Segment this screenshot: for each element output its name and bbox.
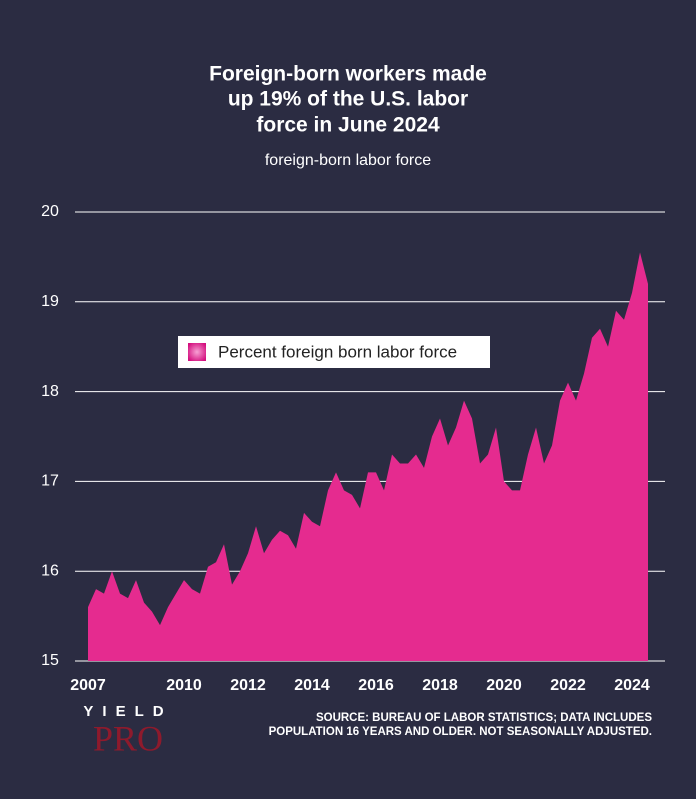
legend-box [178,336,490,368]
x-tick-label: 2014 [294,677,330,694]
source: SOURCE: BUREAU OF LABOR STATISTICS; DATA… [316,712,652,724]
y-tick-label: 19 [41,293,59,310]
y-tick-label: 16 [41,562,59,579]
y-tick-label: 20 [41,203,59,220]
chart-title: up 19% of the U.S. labor [228,88,468,111]
x-tick-label: 2007 [70,677,106,694]
x-tick-label: 2016 [358,677,394,694]
chart-subtitle: foreign-born labor force [265,152,431,169]
x-tick-label: 2018 [422,677,458,694]
chart-title: force in June 2024 [256,114,440,137]
legend-label: Percent foreign born labor force [218,342,457,361]
y-tick-label: 17 [41,473,59,490]
y-tick-label: 18 [41,383,59,400]
x-tick-label: 2024 [614,677,650,694]
logo-top: YIELD [83,703,172,720]
area [88,252,648,661]
x-tick-label: 2020 [486,677,522,694]
x-tick-label: 2012 [230,677,266,694]
source: POPULATION 16 YEARS AND OLDER. NOT SEASO… [269,726,652,738]
chart-title: Foreign-born workers made [209,63,487,86]
x-tick-label: 2010 [166,677,202,694]
x-tick-label: 2022 [550,677,586,694]
legend-swatch [188,343,206,361]
logo-bottom: PRO [93,718,163,758]
y-tick-label: 15 [41,652,59,669]
